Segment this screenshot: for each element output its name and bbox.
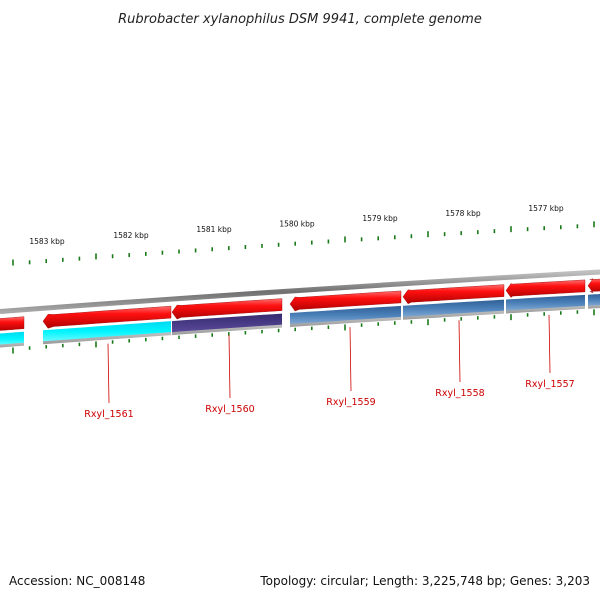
ruler-label: 1578 kbp	[445, 209, 481, 218]
annotation-lane-features	[0, 293, 600, 348]
cds-feature-forward-5[interactable]	[402, 284, 505, 305]
lane-feature-purple[interactable]	[172, 313, 282, 333]
lane-feature-blue-4[interactable]	[588, 293, 600, 306]
ruler-label: 1579 kbp	[362, 214, 398, 223]
gene-callout-line	[349, 327, 352, 392]
gene-callout-line	[548, 314, 551, 374]
genome-backbone	[0, 269, 600, 314]
cds-feature-forward-4[interactable]	[289, 290, 402, 312]
map-title: Rubrobacter xylanophilus DSM 9941, compl…	[118, 12, 482, 27]
gene-label[interactable]: Rxyl_1558	[435, 388, 484, 399]
gene-label[interactable]: Rxyl_1560	[205, 404, 254, 415]
cds-feature-forward-2[interactable]	[42, 305, 172, 329]
lane-feature-cyan-left[interactable]	[0, 331, 24, 346]
ruler-tick-row	[12, 221, 595, 266]
inner-tick-row	[12, 309, 595, 354]
ruler-labels: 1583 kbp 1582 kbp 1581 kbp 1580 kbp 1579 kbp…	[29, 204, 564, 246]
gene-callout-line	[458, 320, 461, 383]
ruler-label: 1580 kbp	[279, 220, 315, 229]
lane-feature-blue-2[interactable]	[403, 299, 504, 317]
gene-label[interactable]: Rxyl_1557	[525, 379, 574, 390]
cds-feature-forward-1[interactable]	[0, 316, 25, 332]
gene-labels: Rxyl_1561 Rxyl_1560 Rxyl_1559 Rxyl_1558 Rxyl…	[84, 314, 575, 420]
cds-feature-forward-6[interactable]	[505, 279, 586, 298]
gene-label[interactable]: Rxyl_1559	[326, 397, 375, 408]
lane-feature-blue-1[interactable]	[290, 305, 401, 324]
gene-label[interactable]: Rxyl_1561	[84, 409, 133, 420]
forward-strand-features	[0, 278, 600, 331]
ruler-label: 1581 kbp	[196, 225, 232, 234]
ruler-label: 1577 kbp	[528, 204, 564, 213]
gene-callout-line	[107, 343, 110, 404]
ruler-label: 1583 kbp	[29, 237, 65, 246]
accession-text: Accession: NC_008148	[9, 574, 146, 588]
cds-feature-forward-3[interactable]	[171, 298, 283, 320]
ruler-label: 1582 kbp	[113, 231, 149, 240]
genome-summary-text: Topology: circular; Length: 3,225,748 bp…	[260, 574, 590, 588]
gene-callout-line	[228, 335, 231, 399]
cds-feature-forward-7[interactable]	[587, 278, 600, 294]
lane-feature-cyan[interactable]	[43, 321, 171, 342]
lane-feature-blue-3[interactable]	[506, 294, 585, 311]
